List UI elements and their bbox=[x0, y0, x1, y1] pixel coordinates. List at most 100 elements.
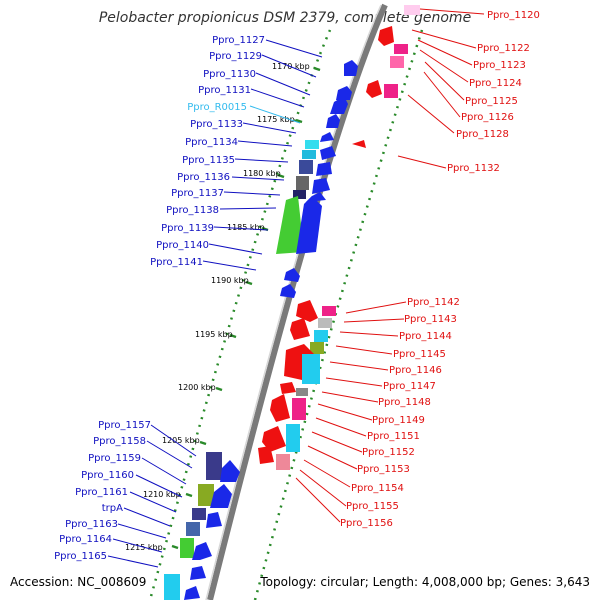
gene-arrow[interactable] bbox=[330, 96, 348, 114]
gene-label[interactable]: Ppro_1123 bbox=[473, 60, 526, 71]
gene-label[interactable]: Ppro_1144 bbox=[399, 331, 452, 342]
gene-label[interactable]: Ppro_1143 bbox=[404, 314, 457, 325]
gene-arrow[interactable] bbox=[326, 114, 340, 128]
gene-block[interactable] bbox=[286, 424, 300, 452]
gene-label[interactable]: Ppro_1129 bbox=[209, 51, 262, 62]
gene-label-rna[interactable]: Ppro_R0015 bbox=[187, 102, 247, 113]
gene-label[interactable]: Ppro_1126 bbox=[461, 112, 514, 123]
gene-label[interactable]: Ppro_1158 bbox=[93, 436, 146, 447]
gene-block[interactable] bbox=[186, 522, 200, 536]
gene-arrow[interactable] bbox=[316, 162, 332, 176]
gene-arrow[interactable] bbox=[352, 140, 366, 148]
gene-label[interactable]: Ppro_1148 bbox=[378, 397, 431, 408]
gene-block[interactable] bbox=[322, 306, 336, 316]
gene-arrow[interactable] bbox=[344, 60, 358, 76]
gene-label[interactable]: trpA bbox=[102, 503, 123, 514]
accession-text: Accession: NC_008609 bbox=[10, 575, 146, 589]
gene-arrow[interactable] bbox=[366, 80, 382, 98]
gene-label[interactable]: Ppro_1163 bbox=[65, 519, 118, 530]
gene-arrow[interactable] bbox=[284, 344, 314, 380]
gene-label[interactable]: Ppro_1140 bbox=[156, 240, 209, 251]
gene-label[interactable]: Ppro_1137 bbox=[171, 188, 224, 199]
gene-arrow[interactable] bbox=[320, 132, 334, 142]
gene-block[interactable] bbox=[198, 484, 214, 506]
gene-label[interactable]: Ppro_1134 bbox=[185, 137, 238, 148]
gene-label[interactable]: Ppro_1157 bbox=[98, 420, 151, 431]
gene-arrow[interactable] bbox=[296, 196, 322, 254]
gene-block[interactable] bbox=[292, 398, 306, 420]
gene-label[interactable]: Ppro_1146 bbox=[389, 365, 442, 376]
gene-label[interactable]: Ppro_1145 bbox=[393, 349, 446, 360]
gene-block[interactable] bbox=[296, 176, 309, 190]
gene-block[interactable] bbox=[314, 330, 328, 342]
gene-label[interactable]: Ppro_1135 bbox=[182, 155, 235, 166]
gene-label[interactable]: Ppro_1156 bbox=[340, 518, 393, 529]
forward-gene-labels: Ppro_1127 Ppro_1129 Ppro_1130 Ppro_1131 … bbox=[54, 35, 265, 562]
gene-block[interactable] bbox=[318, 318, 332, 328]
gene-arrow[interactable] bbox=[184, 586, 200, 600]
gene-block[interactable] bbox=[192, 508, 206, 520]
gene-label[interactable]: Ppro_1122 bbox=[477, 43, 530, 54]
gene-label[interactable]: Ppro_1130 bbox=[203, 69, 256, 80]
gene-block[interactable] bbox=[164, 574, 180, 600]
gene-arrow[interactable] bbox=[284, 268, 300, 282]
gene-arrow[interactable] bbox=[206, 512, 222, 528]
gene-block[interactable] bbox=[206, 452, 222, 480]
gene-arrow[interactable] bbox=[190, 566, 206, 580]
gene-label[interactable]: Ppro_1124 bbox=[469, 78, 522, 89]
gene-label[interactable]: Ppro_1127 bbox=[212, 35, 265, 46]
gene-label[interactable]: Ppro_1152 bbox=[362, 447, 415, 458]
gene-arrow[interactable] bbox=[280, 382, 296, 394]
gene-arrow[interactable] bbox=[262, 426, 286, 452]
gene-block[interactable] bbox=[305, 140, 319, 149]
gene-label[interactable]: Ppro_1138 bbox=[166, 205, 219, 216]
gene-label[interactable]: Ppro_1161 bbox=[75, 487, 128, 498]
gene-arrow[interactable] bbox=[192, 542, 212, 560]
gene-block[interactable] bbox=[276, 454, 290, 470]
gene-block[interactable] bbox=[390, 56, 404, 68]
kbp-tick-label: 1195 kbp bbox=[195, 330, 233, 339]
gene-arrow[interactable] bbox=[270, 394, 290, 422]
gene-block[interactable] bbox=[310, 342, 324, 354]
gene-block[interactable] bbox=[180, 538, 194, 558]
gene-arrow[interactable] bbox=[296, 300, 318, 322]
gene-arrow[interactable] bbox=[378, 26, 394, 46]
gene-label[interactable]: Ppro_1153 bbox=[357, 464, 410, 475]
gene-label[interactable]: Ppro_1164 bbox=[59, 534, 112, 545]
gene-label[interactable]: Ppro_1165 bbox=[54, 551, 107, 562]
gene-arrow[interactable] bbox=[336, 86, 352, 100]
gene-label[interactable]: Ppro_1125 bbox=[465, 96, 518, 107]
gene-block[interactable] bbox=[296, 388, 308, 396]
gene-label[interactable]: Ppro_1133 bbox=[190, 119, 243, 130]
gene-label[interactable]: Ppro_1155 bbox=[346, 501, 399, 512]
gene-label[interactable]: Ppro_1128 bbox=[456, 129, 509, 140]
gene-label[interactable]: Ppro_1154 bbox=[351, 483, 404, 494]
gene-arrow[interactable] bbox=[258, 446, 274, 464]
gene-label[interactable]: Ppro_1141 bbox=[150, 257, 203, 268]
gene-arrow[interactable] bbox=[210, 484, 232, 508]
gene-label[interactable]: Ppro_1120 bbox=[487, 10, 540, 21]
gene-arrow[interactable] bbox=[290, 318, 310, 340]
gene-label[interactable]: Ppro_1149 bbox=[372, 415, 425, 426]
gene-label[interactable]: Ppro_1147 bbox=[383, 381, 436, 392]
gene-label[interactable]: Ppro_1160 bbox=[81, 470, 134, 481]
gene-arrow[interactable] bbox=[220, 460, 240, 482]
gene-block[interactable] bbox=[276, 196, 304, 254]
gene-block[interactable] bbox=[299, 160, 313, 174]
gene-arrow[interactable] bbox=[312, 178, 330, 194]
gene-label[interactable]: Ppro_1159 bbox=[88, 453, 141, 464]
gene-block[interactable] bbox=[384, 84, 398, 98]
gene-label[interactable]: Ppro_1139 bbox=[161, 223, 214, 234]
gene-block[interactable] bbox=[404, 5, 420, 15]
gene-block[interactable] bbox=[302, 354, 320, 384]
gene-arrow[interactable] bbox=[280, 284, 296, 298]
gene-label[interactable]: Ppro_1151 bbox=[367, 431, 420, 442]
gene-label[interactable]: Ppro_1142 bbox=[407, 297, 460, 308]
gene-label[interactable]: Ppro_1131 bbox=[198, 85, 251, 96]
gene-block[interactable] bbox=[293, 190, 306, 199]
gene-label[interactable]: Ppro_1136 bbox=[177, 172, 230, 183]
gene-block[interactable] bbox=[302, 150, 316, 159]
gene-arrow[interactable] bbox=[320, 146, 336, 160]
gene-block[interactable] bbox=[394, 44, 408, 54]
gene-label[interactable]: Ppro_1132 bbox=[447, 163, 500, 174]
